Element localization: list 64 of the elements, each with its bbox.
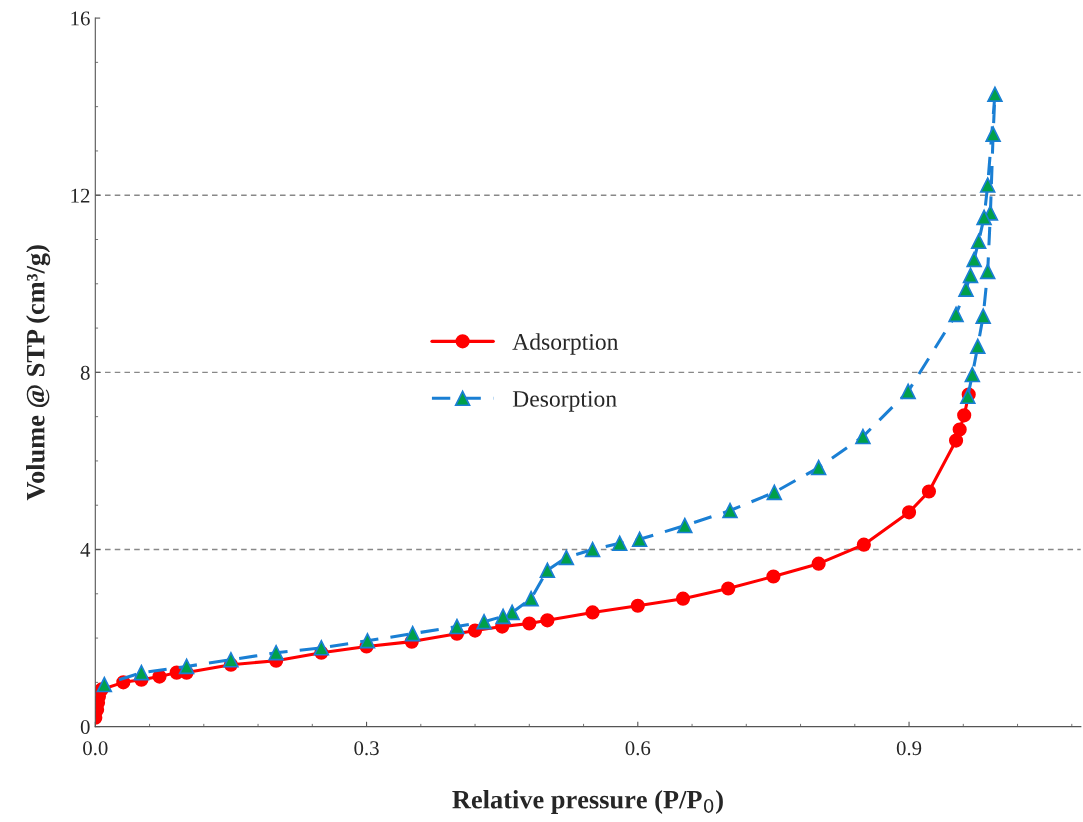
point (958, 281, 974, 297)
point (539, 562, 556, 579)
x-tick-label: 0.6 (625, 741, 651, 756)
point (677, 517, 693, 534)
point (721, 581, 736, 596)
point (178, 658, 195, 675)
point (966, 251, 982, 268)
y-tick-label: 12 (71, 188, 90, 203)
point (979, 263, 996, 280)
legend-label: Adsorption (512, 333, 619, 355)
point (584, 541, 601, 558)
x-tick-label: 0.0 (83, 741, 108, 756)
point (970, 233, 987, 250)
point (969, 338, 986, 355)
point (558, 549, 575, 566)
point (962, 267, 979, 284)
point (522, 616, 537, 631)
point (766, 484, 783, 501)
y-tick-label: 0 (80, 720, 90, 735)
point (856, 537, 871, 552)
y-axis-title: Volume @ STP (cm³/g) (26, 245, 51, 501)
point (952, 422, 967, 437)
point (948, 433, 964, 448)
point (96, 676, 113, 693)
point (630, 598, 645, 613)
point (964, 366, 981, 383)
point (504, 604, 520, 621)
point (901, 505, 917, 520)
point (540, 613, 555, 628)
point (523, 590, 539, 607)
point (987, 86, 1003, 103)
point (449, 618, 465, 635)
point (585, 605, 600, 620)
y-tick-label: 8 (80, 365, 90, 380)
point (810, 459, 827, 476)
y-tick-label: 4 (80, 543, 91, 557)
point (313, 640, 330, 656)
point (975, 308, 991, 324)
x-axis-title: Relative pressure (P/P$_{0}$) (452, 789, 723, 814)
x-tick-label: 0.3 (354, 741, 379, 756)
point (495, 608, 511, 625)
point (223, 651, 239, 668)
point (921, 484, 937, 499)
x-tick-label: 0.9 (896, 741, 922, 756)
legend-label: Desorption (512, 390, 617, 412)
point (404, 625, 421, 642)
point (722, 502, 738, 519)
point (948, 306, 964, 323)
point (855, 428, 871, 445)
y-tick-label: 16 (71, 11, 90, 26)
point (631, 531, 648, 548)
point (476, 613, 492, 630)
point (979, 177, 996, 193)
point (675, 591, 691, 606)
point (359, 632, 376, 649)
point (268, 644, 284, 661)
point (811, 556, 826, 571)
point (900, 383, 916, 400)
point (985, 126, 1001, 142)
point (957, 408, 972, 423)
point (976, 209, 992, 226)
point (611, 535, 628, 552)
point (133, 664, 150, 681)
point (766, 569, 781, 584)
